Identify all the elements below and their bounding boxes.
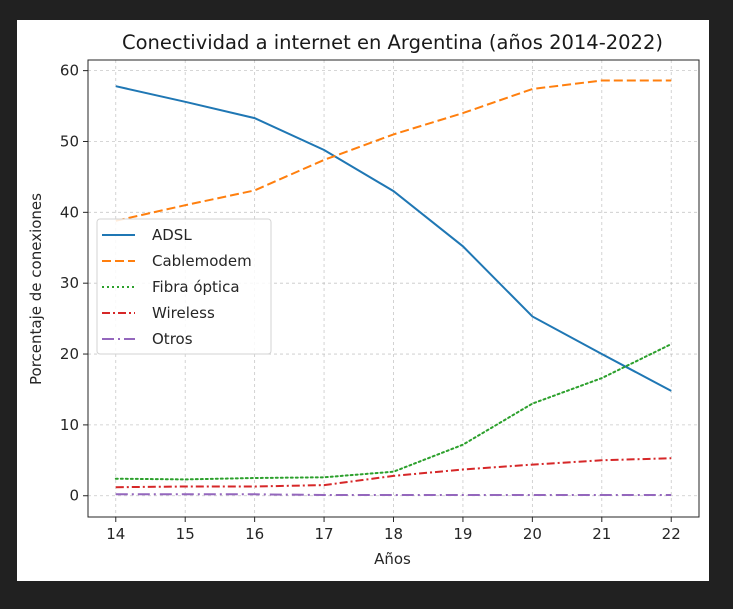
- legend-label: Wireless: [152, 304, 215, 322]
- legend-label: Cablemodem: [152, 252, 252, 270]
- y-tick-label: 40: [60, 203, 79, 221]
- series-lines: [114, 79, 673, 496]
- x-tick-label: 15: [176, 525, 195, 543]
- x-tick-label: 22: [662, 525, 681, 543]
- x-axis-label: Años: [374, 550, 411, 568]
- chart-figure: Conectividad a internet en Argentina (añ…: [17, 20, 709, 581]
- axis-ticks: 14 15 16 17 18 19 20 21 22 0 10 20 30 40 50 60: [60, 62, 681, 543]
- x-tick-label: 18: [384, 525, 403, 543]
- series-line-cablemodem: [115, 79, 672, 222]
- series-line-wireless: [115, 457, 672, 489]
- legend-box: [96, 218, 272, 355]
- series-line-fibra-optica: [114, 343, 673, 481]
- x-tick-label: 14: [106, 525, 125, 543]
- y-tick-label: 30: [60, 274, 79, 292]
- y-tick-label: 60: [60, 62, 79, 80]
- y-tick-label: 10: [60, 416, 79, 434]
- x-tick-label: 21: [592, 525, 611, 543]
- chart-title: Conectividad a internet en Argentina (añ…: [122, 31, 663, 54]
- y-tick-label: 20: [60, 345, 79, 363]
- series-line-otros: [115, 493, 672, 496]
- x-tick-label: 20: [523, 525, 542, 543]
- legend-label: ADSL: [152, 226, 192, 244]
- y-tick-label: 50: [60, 132, 79, 150]
- legend: ADSL Cablemodem Fibra óptica Wireless Otros: [96, 218, 272, 355]
- legend-label: Otros: [152, 330, 193, 348]
- x-tick-label: 19: [453, 525, 472, 543]
- x-tick-label: 16: [245, 525, 264, 543]
- y-axis-label: Porcentaje de conexiones: [27, 193, 45, 385]
- series-line-adsl: [115, 85, 672, 392]
- y-tick-label: 0: [69, 487, 79, 505]
- legend-label: Fibra óptica: [152, 278, 240, 296]
- x-tick-label: 17: [315, 525, 334, 543]
- line-chart: Conectividad a internet en Argentina (añ…: [27, 31, 700, 568]
